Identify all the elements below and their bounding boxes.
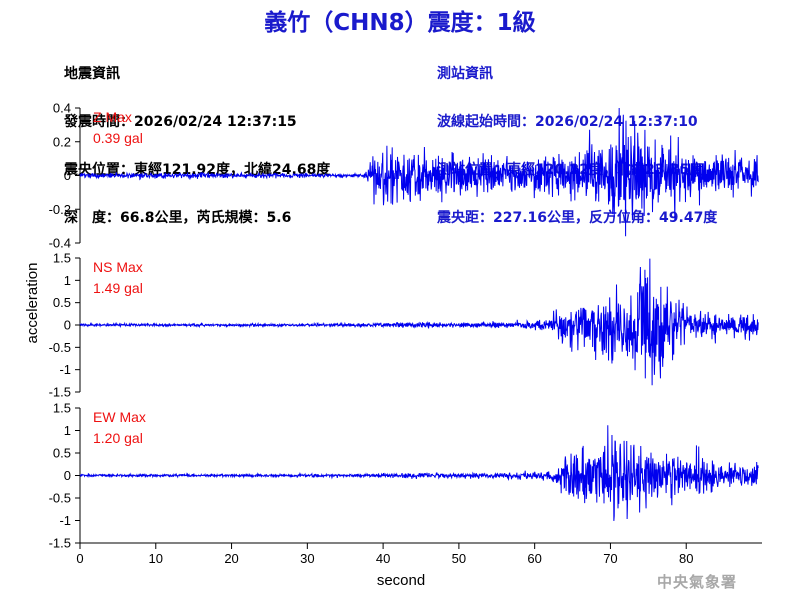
y-tick-label-ew: 0 bbox=[64, 468, 71, 483]
x-tick-label: 40 bbox=[376, 551, 390, 566]
station-info-header: 測站資訊 bbox=[437, 66, 493, 82]
y-tick-label-ew: 1.5 bbox=[53, 401, 71, 416]
trace-z bbox=[79, 107, 759, 237]
wave-start-time: 波線起始時間：2026/02/24 12:37:10 bbox=[437, 114, 698, 130]
epicenter-location: 震央位置：東經121.92度，北緯24.68度 bbox=[64, 162, 331, 178]
max-value-ns: 1.49 gal bbox=[93, 280, 143, 296]
y-tick-label-ns: 1 bbox=[64, 273, 71, 288]
x-tick-label: 80 bbox=[679, 551, 693, 566]
y-tick-label-z: -0.4 bbox=[49, 236, 71, 251]
y-tick-label-ew: 1 bbox=[64, 423, 71, 438]
trace-ns bbox=[79, 258, 759, 386]
max-value-z: 0.39 gal bbox=[93, 130, 143, 146]
x-tick-label: 10 bbox=[149, 551, 163, 566]
y-tick-label-ew: -1 bbox=[59, 513, 71, 528]
max-value-ew: 1.20 gal bbox=[93, 430, 143, 446]
y-tick-label-ns: -1.5 bbox=[49, 385, 71, 400]
y-tick-label-ns: 0.5 bbox=[53, 295, 71, 310]
x-tick-label: 60 bbox=[527, 551, 541, 566]
chart-title: 義竹（CHN8）震度：1級 bbox=[264, 10, 536, 36]
agency-watermark: 中央氣象署 bbox=[657, 573, 738, 591]
max-label-z: Z Max bbox=[93, 109, 132, 125]
x-tick-label: 0 bbox=[76, 551, 83, 566]
y-tick-label-ns: -0.5 bbox=[49, 340, 71, 355]
y-tick-label-ns: 1.5 bbox=[53, 251, 71, 266]
x-tick-label: 20 bbox=[224, 551, 238, 566]
y-tick-label-ew: 0.5 bbox=[53, 446, 71, 461]
max-label-ew: EW Max bbox=[93, 409, 146, 425]
trace-ew bbox=[79, 425, 759, 521]
event-info-header: 地震資訊 bbox=[64, 66, 120, 82]
x-tick-label: 30 bbox=[300, 551, 314, 566]
depth-magnitude: 深 度：66.8公里，芮氏規模：5.6 bbox=[64, 210, 292, 226]
y-tick-label-ns: -1 bbox=[59, 362, 71, 377]
y-axis-label: acceleration bbox=[24, 263, 41, 344]
y-tick-label-ew: -0.5 bbox=[49, 491, 71, 506]
x-axis-label: second bbox=[377, 572, 425, 589]
origin-time: 發震時間：2026/02/24 12:37:15 bbox=[64, 114, 297, 130]
y-tick-label-ns: 0 bbox=[64, 318, 71, 333]
x-tick-label: 70 bbox=[603, 551, 617, 566]
event-info-block: 地震資訊 發震時間：2026/02/24 12:37:15 震央位置：東經121… bbox=[64, 34, 330, 242]
y-tick-label-z: -0.2 bbox=[49, 202, 71, 217]
y-tick-label-z: 0.2 bbox=[53, 134, 71, 149]
y-tick-label-z: 0.4 bbox=[53, 101, 71, 116]
y-tick-label-ew: -1.5 bbox=[49, 536, 71, 551]
max-label-ns: NS Max bbox=[93, 259, 143, 275]
y-tick-label-z: 0 bbox=[64, 168, 71, 183]
x-tick-label: 50 bbox=[452, 551, 466, 566]
distance-azimuth: 震央距：227.16公里，反方位角：49.47度 bbox=[437, 210, 718, 226]
